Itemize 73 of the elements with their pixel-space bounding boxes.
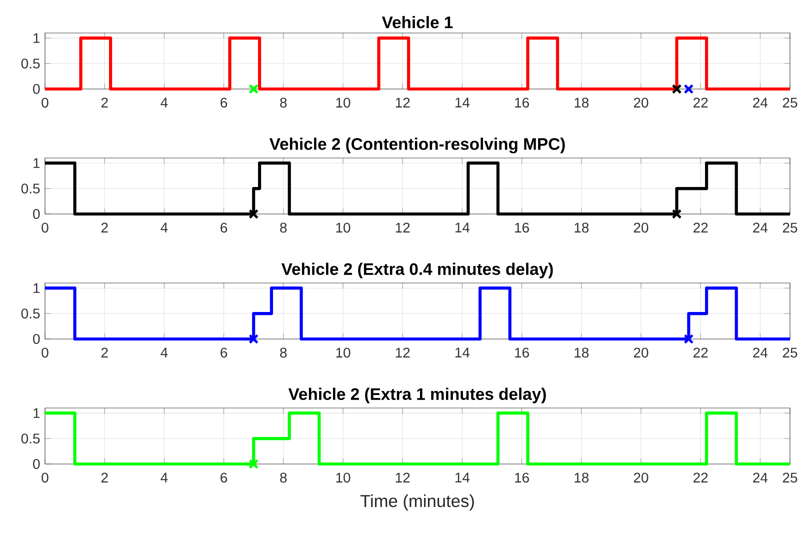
y-tick-label: 0 xyxy=(33,459,40,469)
x-tick-label: 22 xyxy=(694,98,708,108)
x-tick-label: 14 xyxy=(455,348,470,358)
x-tick-label: 6 xyxy=(220,222,228,233)
x-tick-label: 10 xyxy=(336,222,350,233)
y-tick-label: 0 xyxy=(33,209,40,219)
y-tick-label: 0.5 xyxy=(21,58,40,68)
x-tick-label: 10 xyxy=(336,98,350,108)
x-tick-label: 16 xyxy=(515,98,529,108)
x-tick-label: 25 xyxy=(782,222,798,233)
x-tick-label: 0 xyxy=(42,98,48,108)
x-axis-title: Time (minutes) xyxy=(360,494,474,511)
x-tick-label: 24 xyxy=(753,348,768,358)
x-tick-label: 2 xyxy=(101,348,108,358)
x-tick-label: 8 xyxy=(280,472,287,483)
x-tick-label: 18 xyxy=(574,98,589,108)
x-tick-label: 14 xyxy=(455,472,470,482)
x-tick-label: 6 xyxy=(220,472,228,483)
x-tick-label: 0 xyxy=(42,222,48,233)
x-tick-label: 2 xyxy=(101,222,108,232)
x-tick-label: 18 xyxy=(574,348,589,358)
x-tick-label: 24 xyxy=(753,472,768,482)
x-tick-label: 24 xyxy=(753,98,768,108)
x-tick-label: 14 xyxy=(455,98,470,108)
x-tick-label: 22 xyxy=(694,222,708,232)
y-tick-label: 0.5 xyxy=(21,184,40,194)
y-tick-label: 1 xyxy=(34,408,40,418)
x-tick-label: 4 xyxy=(160,222,168,232)
x-tick-label: 14 xyxy=(455,222,470,232)
x-tick-label: 0 xyxy=(42,348,48,358)
y-tick-label: 1 xyxy=(34,33,40,43)
x-tick-label: 10 xyxy=(336,472,350,483)
x-tick-label: 8 xyxy=(280,222,287,233)
x-tick-label: 16 xyxy=(515,472,529,483)
x-tick-label: 18 xyxy=(574,222,589,233)
x-tick-label: 8 xyxy=(280,348,287,358)
x-tick-label: 12 xyxy=(396,98,410,108)
x-tick-label: 12 xyxy=(396,348,410,358)
x-tick-label: 25 xyxy=(782,98,798,108)
chart-title: Vehicle 2 (Contention-resolving MPC) xyxy=(269,138,565,154)
x-tick-label: 4 xyxy=(160,472,168,482)
y-tick-label: 0.5 xyxy=(21,434,40,444)
x-tick-label: 10 xyxy=(336,348,350,358)
x-tick-label: 20 xyxy=(634,98,648,108)
x-tick-label: 6 xyxy=(220,348,228,358)
y-tick-label: 0.5 xyxy=(21,308,40,318)
x-tick-label: 8 xyxy=(280,98,287,108)
chart-title: Vehicle 2 (Extra 0.4 minutes delay) xyxy=(281,262,553,278)
x-tick-label: 12 xyxy=(396,472,410,482)
y-tick-label: 1 xyxy=(34,158,40,168)
y-tick-label: 0 xyxy=(33,84,40,94)
x-tick-label: 18 xyxy=(574,472,589,483)
x-tick-label: 2 xyxy=(101,472,108,482)
y-tick-label: 1 xyxy=(34,283,40,293)
x-tick-label: 16 xyxy=(515,348,529,358)
x-tick-label: 25 xyxy=(782,348,798,358)
x-tick-label: 22 xyxy=(694,348,708,358)
x-tick-label: 22 xyxy=(694,472,708,482)
x-tick-label: 16 xyxy=(515,222,529,233)
x-tick-label: 24 xyxy=(753,222,768,232)
x-tick-label: 2 xyxy=(101,98,108,108)
y-tick-label: 0 xyxy=(33,334,40,344)
x-tick-label: 20 xyxy=(634,222,648,233)
x-tick-label: 6 xyxy=(220,98,228,108)
x-tick-label: 4 xyxy=(160,348,168,358)
x-tick-label: 0 xyxy=(42,472,48,483)
x-tick-label: 20 xyxy=(634,472,648,483)
x-tick-label: 25 xyxy=(782,472,798,483)
x-tick-label: 12 xyxy=(396,222,410,232)
x-tick-label: 20 xyxy=(634,348,648,358)
x-tick-label: 4 xyxy=(160,98,168,108)
chart-title: Vehicle 1 xyxy=(382,16,453,28)
chart-title: Vehicle 2 (Extra 1 minutes delay) xyxy=(288,388,546,404)
